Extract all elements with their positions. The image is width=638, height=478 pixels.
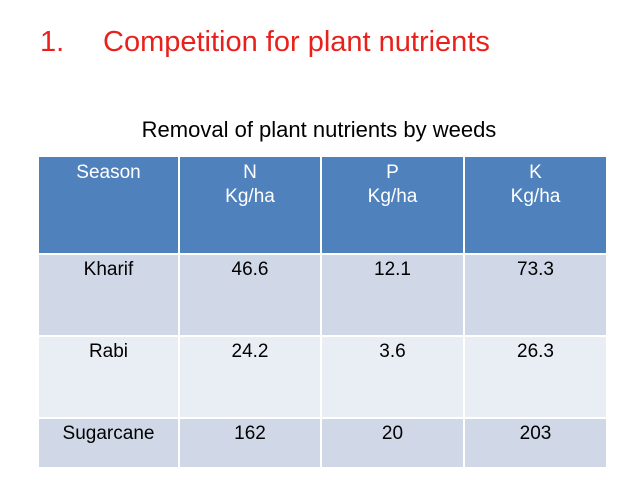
header-cell: Season xyxy=(37,155,180,255)
table-cell: 73.3 xyxy=(463,253,608,337)
table-cell: 203 xyxy=(463,417,608,469)
table-cell: 3.6 xyxy=(320,335,465,419)
header-cell: N Kg/ha xyxy=(178,155,322,255)
subtitle: Removal of plant nutrients by weeds xyxy=(141,117,497,142)
header-cell: K Kg/ha xyxy=(463,155,608,255)
table-cell: 162 xyxy=(178,417,322,469)
table-cell: 46.6 xyxy=(178,253,322,337)
title-number: 1. xyxy=(40,26,65,58)
title: Competition for plant nutrients xyxy=(103,26,490,58)
table-row: Sugarcane 162 20 203 xyxy=(37,417,608,469)
table-row: Rabi 24.2 3.6 26.3 xyxy=(37,335,608,419)
table-cell: 24.2 xyxy=(178,335,322,419)
table-cell: Sugarcane xyxy=(37,417,180,469)
table-cell: 12.1 xyxy=(320,253,465,337)
table-cell: Kharif xyxy=(37,253,180,337)
table-cell: 20 xyxy=(320,417,465,469)
table-row: Kharif 46.6 12.1 73.3 xyxy=(37,253,608,337)
header-cell: P Kg/ha xyxy=(320,155,465,255)
nutrient-table: Season N Kg/ha P Kg/ha K Kg/ha Kharif 46.6 12… xyxy=(37,155,608,469)
header-row: Season N Kg/ha P Kg/ha K Kg/ha xyxy=(37,155,608,255)
table-cell: 26.3 xyxy=(463,335,608,419)
table-cell: Rabi xyxy=(37,335,180,419)
